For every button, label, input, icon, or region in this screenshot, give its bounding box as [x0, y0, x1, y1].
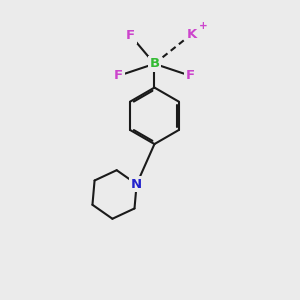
- Text: F: F: [114, 69, 123, 82]
- Text: F: F: [126, 29, 135, 42]
- Text: K: K: [187, 28, 197, 40]
- Text: B: B: [149, 57, 160, 70]
- Text: F: F: [186, 69, 195, 82]
- Text: N: N: [131, 178, 142, 191]
- Text: +: +: [199, 21, 208, 31]
